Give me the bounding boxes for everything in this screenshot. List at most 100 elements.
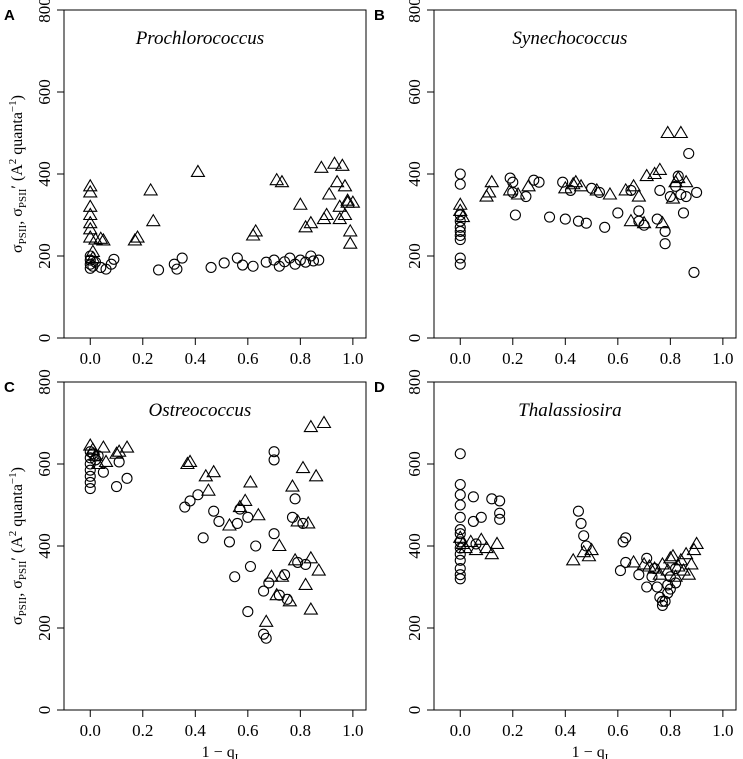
data-point-circle: [683, 147, 695, 160]
panel-title: Synechococcus: [512, 28, 627, 49]
data-point-circle: [84, 470, 96, 482]
data-point-circle: [599, 221, 611, 233]
data-point-triangle: [502, 182, 518, 196]
data-point-circle: [121, 472, 133, 484]
data-point-triangle: [581, 548, 597, 562]
data-point-triangle: [145, 213, 161, 227]
data-point-circle: [454, 573, 466, 585]
data-point-triangle: [647, 560, 663, 574]
data-point-triangle: [665, 191, 681, 204]
data-point-circle: [680, 191, 692, 203]
data-point-triangle: [602, 186, 618, 200]
data-point-triangle: [82, 207, 98, 221]
data-point-triangle: [179, 456, 195, 470]
data-point-triangle: [652, 162, 668, 175]
data-point-triangle: [458, 540, 473, 554]
data-point-triangle: [463, 534, 479, 547]
data-point-triangle: [292, 197, 308, 210]
data-point-triangle: [300, 515, 316, 529]
data-point-triangle: [109, 446, 124, 459]
plot-frame: [433, 381, 737, 711]
data-point-triangle: [282, 593, 298, 607]
data-point-triangle: [82, 178, 98, 192]
data-point-circle: [268, 446, 280, 458]
data-point-triangle: [316, 211, 332, 225]
data-point-triangle: [313, 160, 329, 173]
data-point-triangle: [130, 229, 145, 243]
data-point-triangle: [88, 448, 103, 461]
x-tick-label: 0.4: [185, 721, 207, 740]
data-point-circle: [454, 178, 466, 190]
data-point-triangle: [510, 186, 526, 200]
data-point-triangle: [303, 215, 319, 229]
x-tick-label: 0.0: [450, 721, 471, 740]
data-point-triangle: [673, 125, 689, 139]
data-point-circle: [641, 581, 653, 593]
y-tick-label: 0: [405, 706, 424, 715]
data-point-triangle: [337, 207, 353, 221]
y-tick-label: 0: [35, 334, 54, 343]
y-axis-label: σPSII, σPSII′ (A2 quanta−1): [7, 467, 29, 625]
data-point-triangle: [342, 223, 358, 237]
data-point-circle: [494, 513, 506, 525]
data-point-circle: [84, 464, 96, 476]
data-point-triangle: [206, 464, 222, 478]
y-tick-label: 200: [35, 615, 54, 641]
data-point-circle: [213, 515, 225, 527]
x-tick-label: 0.6: [237, 349, 258, 368]
panel-letter: C: [4, 379, 15, 396]
data-point-circle: [113, 456, 125, 468]
data-point-circle: [229, 571, 241, 583]
data-point-triangle: [85, 244, 101, 257]
data-point-triangle: [303, 550, 319, 564]
y-tick-label: 400: [35, 533, 54, 559]
data-point-triangle: [662, 550, 678, 564]
data-point-circle: [633, 569, 645, 581]
data-point-circle: [659, 238, 671, 250]
x-tick-label: 0.2: [502, 349, 523, 368]
x-tick-label: 0.8: [290, 721, 311, 740]
data-point-circle: [244, 560, 257, 573]
data-point-triangle: [676, 563, 691, 576]
data-point-circle: [454, 528, 466, 540]
data-point-triangle: [631, 188, 647, 202]
data-point-triangle: [274, 174, 290, 188]
data-point-circle: [651, 213, 663, 225]
data-point-triangle: [636, 215, 652, 229]
data-point-circle: [208, 505, 220, 517]
data-point-circle: [691, 186, 703, 198]
data-point-circle: [313, 254, 325, 266]
data-point-circle: [572, 505, 584, 517]
data-point-circle: [294, 254, 306, 266]
y-tick-label: 200: [405, 243, 424, 269]
data-point-triangle: [345, 195, 361, 208]
x-tick-label: 0.2: [132, 721, 153, 740]
data-point-circle: [533, 176, 545, 188]
data-point-circle: [454, 478, 466, 491]
panel-b: B Synechococcus 0 200 400 600 800 0.0 0.2 0.4 0.6 0…: [374, 0, 737, 368]
data-point-triangle: [237, 493, 253, 506]
y-tick-label: 800: [35, 0, 54, 23]
data-point-circle: [454, 499, 466, 511]
data-point-triangle: [689, 536, 705, 550]
data-point-triangle: [489, 536, 505, 550]
x-tick-label: 0.8: [660, 721, 681, 740]
panel-letter: D: [374, 379, 385, 396]
y-tick-label: 600: [35, 451, 54, 477]
data-point-circle: [260, 632, 272, 644]
data-point-triangle: [290, 513, 306, 527]
data-point-circle: [242, 511, 254, 523]
data-point-triangle: [298, 577, 314, 591]
data-point-circle: [633, 205, 645, 217]
plot-frame: [63, 9, 367, 339]
data-point-circle: [110, 480, 123, 493]
data-point-circle: [475, 511, 487, 523]
plot-frame: [63, 381, 367, 711]
data-point-triangle: [678, 174, 694, 188]
y-axis-label: σPSII, σPSII′ (A2 quanta−1): [7, 95, 29, 253]
data-point-triangle: [88, 232, 103, 245]
data-point-triangle: [242, 474, 258, 488]
y-tick-label: 600: [405, 79, 424, 105]
data-point-triangle: [248, 223, 264, 237]
data-point-triangle: [143, 182, 159, 196]
